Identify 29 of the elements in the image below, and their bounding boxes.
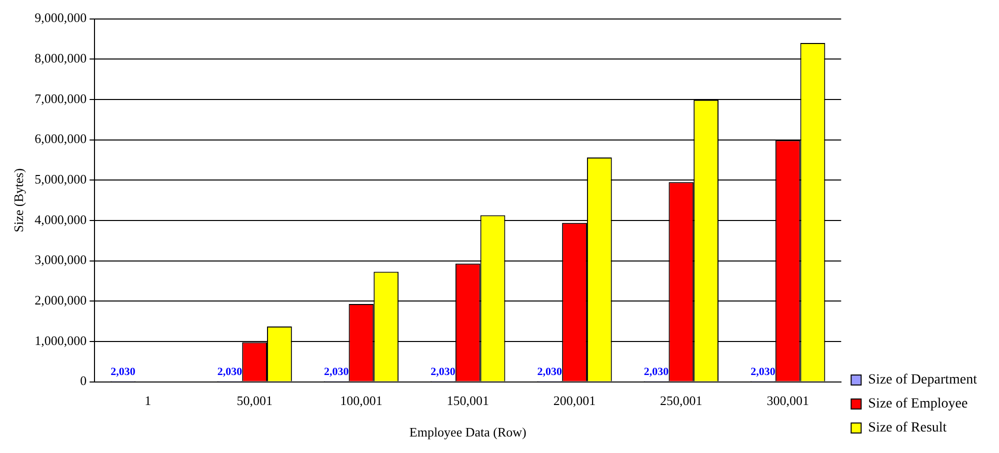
data-label: 2,030 [324,366,350,378]
legend-label: Size of Result [868,420,947,436]
data-label: 2,030 [217,366,243,378]
y-tick-label: 6,000,000 [34,131,87,146]
y-tick-label: 3,000,000 [34,252,87,268]
x-tick-label: 200,001 [553,393,596,408]
data-label: 2,030 [644,366,670,378]
y-tick-label: 0 [80,373,87,388]
y-tick-label: 4,000,000 [34,212,87,227]
legend-label: Size of Department [868,372,978,388]
data-label: 2,030 [430,366,456,378]
data-label: 2,030 [537,366,563,378]
x-tick-label: 250,001 [660,393,702,408]
x-tick-label: 300,001 [766,393,809,408]
x-axis-title: Employee Data (Row) [409,424,526,440]
data-label: 2,030 [750,366,776,378]
x-tick-label: 50,001 [236,393,272,408]
x-tick-label: 150,001 [446,393,489,408]
y-tick-label: 1,000,000 [34,332,87,348]
y-tick-label: 2,000,000 [34,292,87,308]
y-axis-title: Size (Bytes) [11,168,26,232]
y-tick-label: 8,000,000 [34,50,87,66]
y-tick-label: 9,000,000 [34,10,87,26]
y-tick-label: 7,000,000 [34,90,87,106]
y-tick-label: 5,000,000 [34,172,87,187]
x-tick-label: 100,001 [340,393,382,408]
data-label: 2,030 [110,366,136,378]
x-tick-label: 1 [144,393,152,408]
legend-label: Size of Employee [868,396,968,412]
